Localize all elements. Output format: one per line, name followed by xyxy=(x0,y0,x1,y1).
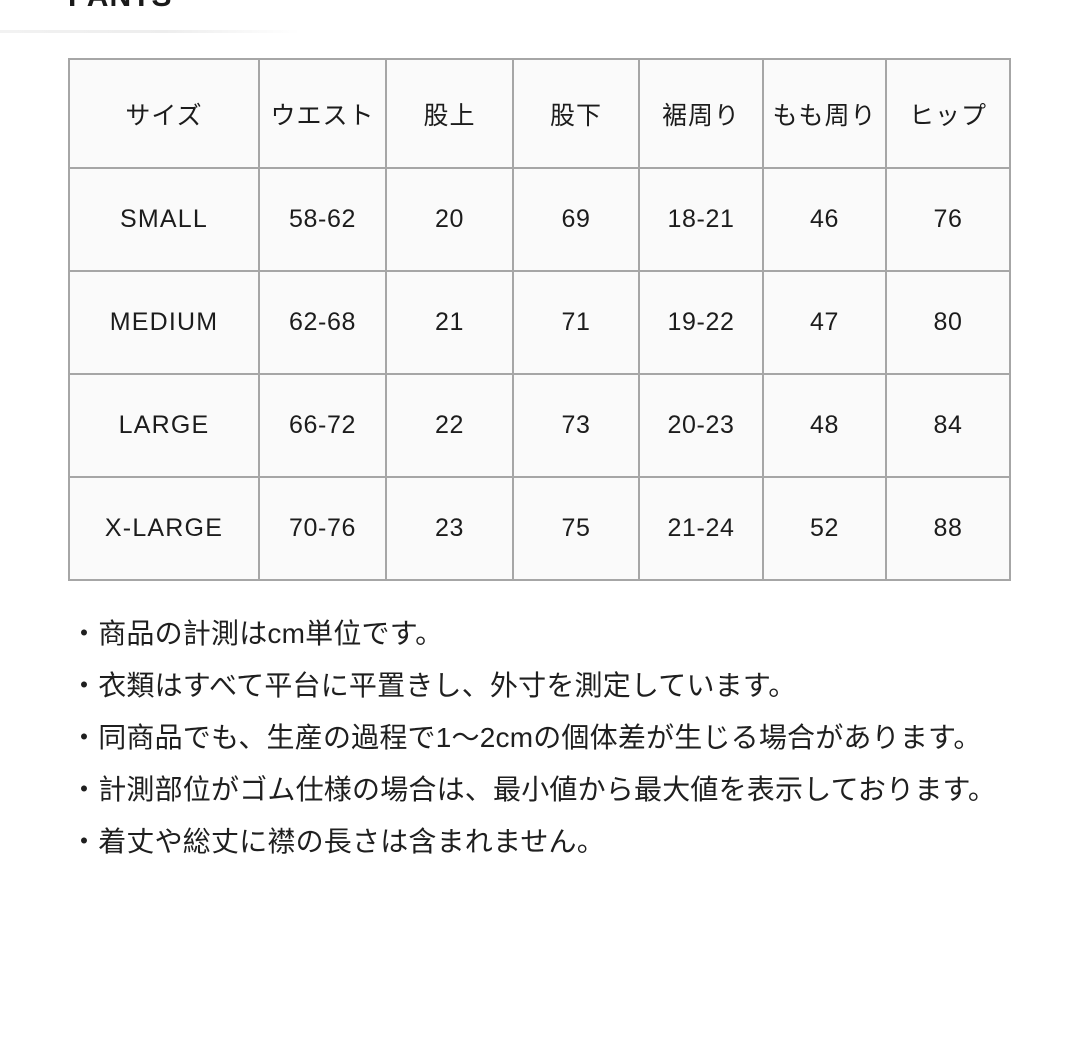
page-title: PANTS xyxy=(68,0,172,14)
table-row: MEDIUM 62-68 21 71 19-22 47 80 xyxy=(68,270,1011,375)
cell-waist: 58-62 xyxy=(258,167,387,272)
cell-hem: 20-23 xyxy=(638,373,764,478)
cell-thigh: 52 xyxy=(762,476,887,581)
cell-hem: 21-24 xyxy=(638,476,764,581)
note-item: ・衣類はすべて平台に平置きし、外寸を測定しています。 xyxy=(70,670,797,701)
cell-rise: 23 xyxy=(385,476,514,581)
cell-size: SMALL xyxy=(68,167,260,272)
cell-size: LARGE xyxy=(68,373,260,478)
table-row: SMALL 58-62 20 69 18-21 46 76 xyxy=(68,167,1011,272)
measurement-notes: ・商品の計測はcm単位です。 ・衣類はすべて平台に平置きし、外寸を測定しています… xyxy=(70,608,1030,868)
size-chart-table: サイズ ウエスト 股上 股下 裾周り もも周り ヒップ SMALL 58-62 … xyxy=(68,58,1011,581)
note-item: ・計測部位がゴム仕様の場合は、最小値から最大値を表示しております。 xyxy=(70,774,997,805)
cell-hem: 19-22 xyxy=(638,270,764,375)
cell-inseam: 69 xyxy=(512,167,640,272)
cell-size: MEDIUM xyxy=(68,270,260,375)
column-header-size: サイズ xyxy=(68,58,260,169)
column-header-inseam: 股下 xyxy=(512,58,640,169)
size-chart-container: サイズ ウエスト 股上 股下 裾周り もも周り ヒップ SMALL 58-62 … xyxy=(68,58,1011,581)
cell-waist: 66-72 xyxy=(258,373,387,478)
cell-rise: 21 xyxy=(385,270,514,375)
cell-rise: 20 xyxy=(385,167,514,272)
table-header-row: サイズ ウエスト 股上 股下 裾周り もも周り ヒップ xyxy=(68,58,1011,169)
page-heading-region: PANTS xyxy=(0,0,1080,36)
cell-hip: 84 xyxy=(885,373,1011,478)
cell-size: X-LARGE xyxy=(68,476,260,581)
column-header-hem: 裾周り xyxy=(638,58,764,169)
table-row: X-LARGE 70-76 23 75 21-24 52 88 xyxy=(68,476,1011,581)
cell-thigh: 46 xyxy=(762,167,887,272)
cell-inseam: 73 xyxy=(512,373,640,478)
cell-thigh: 48 xyxy=(762,373,887,478)
cell-hip: 80 xyxy=(885,270,1011,375)
cell-waist: 62-68 xyxy=(258,270,387,375)
cell-waist: 70-76 xyxy=(258,476,387,581)
cell-hem: 18-21 xyxy=(638,167,764,272)
cell-thigh: 47 xyxy=(762,270,887,375)
note-item: ・商品の計測はcm単位です。 xyxy=(70,618,444,649)
column-header-waist: ウエスト xyxy=(258,58,387,169)
cell-inseam: 71 xyxy=(512,270,640,375)
cell-hip: 76 xyxy=(885,167,1011,272)
column-header-thigh: もも周り xyxy=(762,58,887,169)
cell-inseam: 75 xyxy=(512,476,640,581)
note-item: ・着丈や総丈に襟の長さは含まれません。 xyxy=(70,826,605,857)
column-header-hip: ヒップ xyxy=(885,58,1011,169)
heading-divider xyxy=(0,30,300,33)
note-item: ・同商品でも、生産の過程で1〜2cmの個体差が生じる場合があります。 xyxy=(70,722,982,753)
table-row: LARGE 66-72 22 73 20-23 48 84 xyxy=(68,373,1011,478)
column-header-rise: 股上 xyxy=(385,58,514,169)
cell-hip: 88 xyxy=(885,476,1011,581)
cell-rise: 22 xyxy=(385,373,514,478)
